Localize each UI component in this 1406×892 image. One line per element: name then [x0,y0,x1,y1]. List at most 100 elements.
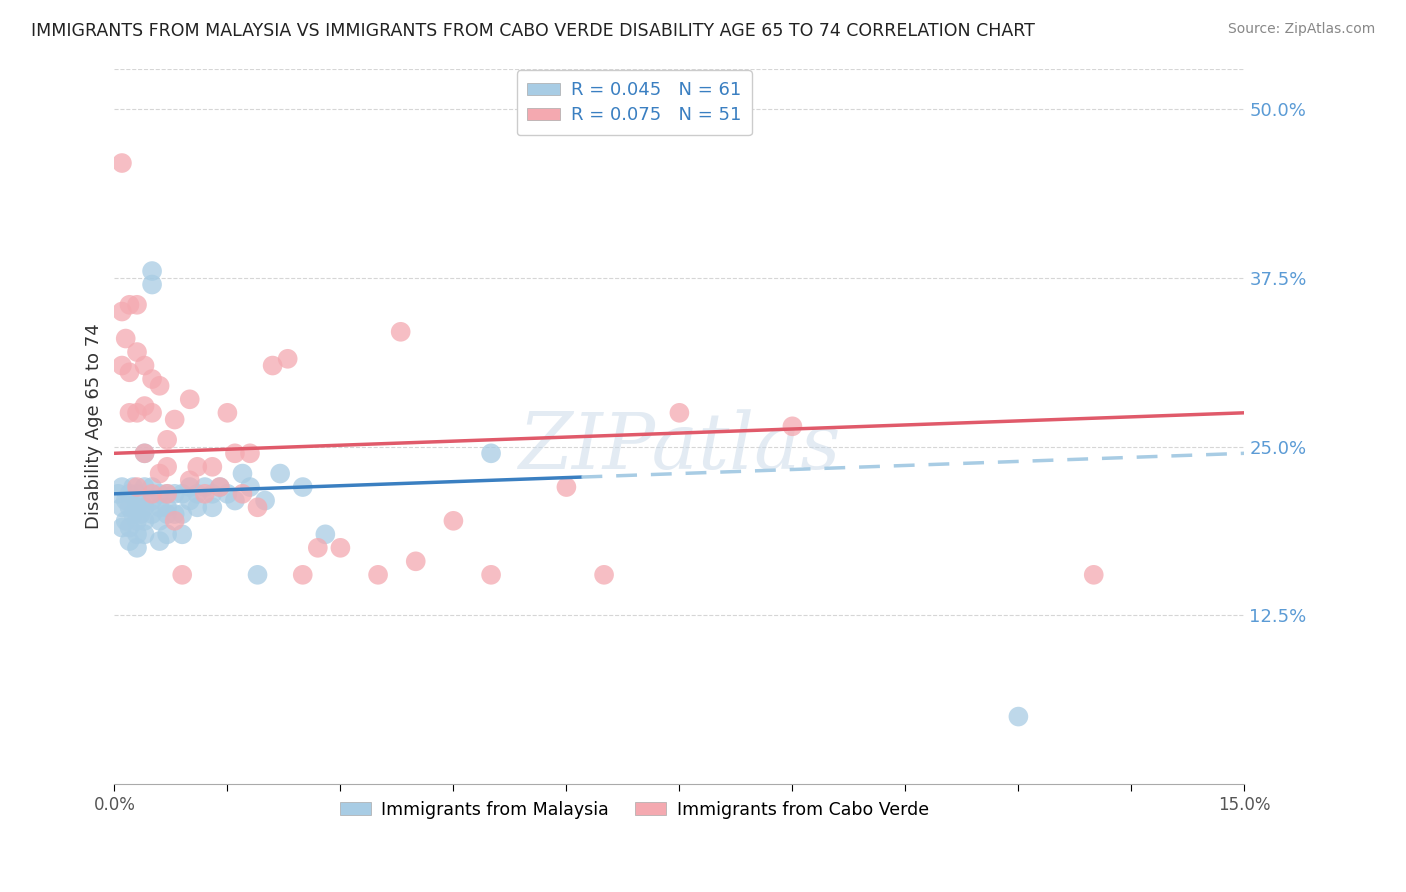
Point [224,493,246,508]
Point [149,514,172,528]
Y-axis label: Disability Age 65 to 74: Disability Age 65 to 74 [86,324,103,529]
Point [125,406,148,420]
Point [269,467,291,481]
Point [114,514,136,528]
Point [163,514,186,528]
Legend: Immigrants from Malaysia, Immigrants from Cabo Verde: Immigrants from Malaysia, Immigrants fro… [333,794,936,825]
Point [555,480,578,494]
Point [186,459,208,474]
Point [111,359,134,373]
Point [179,473,201,487]
Point [141,493,163,508]
Text: IMMIGRANTS FROM MALAYSIA VS IMMIGRANTS FROM CABO VERDE DISABILITY AGE 65 TO 74 C: IMMIGRANTS FROM MALAYSIA VS IMMIGRANTS F… [31,22,1035,40]
Point [246,500,269,515]
Point [179,493,201,508]
Point [307,541,329,555]
Point [239,480,262,494]
Point [129,493,152,508]
Point [262,359,284,373]
Point [217,487,239,501]
Point [141,406,163,420]
Point [291,480,314,494]
Point [186,487,208,501]
Point [118,500,141,515]
Point [149,467,172,481]
Point [201,459,224,474]
Point [134,527,156,541]
Point [231,467,253,481]
Text: ZIPatlas: ZIPatlas [519,409,841,486]
Point [141,264,163,278]
Point [114,493,136,508]
Point [208,480,231,494]
Point [156,527,179,541]
Point [217,406,239,420]
Point [134,359,156,373]
Point [125,345,148,359]
Point [149,534,172,549]
Point [118,406,141,420]
Point [134,514,156,528]
Point [172,527,194,541]
Point [231,487,253,501]
Point [172,507,194,521]
Point [111,520,134,534]
Point [156,433,179,447]
Point [1083,567,1105,582]
Point [125,514,148,528]
Point [129,507,152,521]
Point [163,412,186,426]
Point [114,332,136,346]
Point [125,500,148,515]
Point [389,325,412,339]
Point [172,567,194,582]
Point [246,567,269,582]
Point [118,520,141,534]
Point [314,527,336,541]
Point [156,459,179,474]
Point [134,480,156,494]
Point [479,446,502,460]
Point [118,534,141,549]
Point [441,514,464,528]
Point [134,446,156,460]
Point [141,277,163,292]
Point [179,392,201,407]
Point [201,500,224,515]
Point [134,500,156,515]
Point [224,446,246,460]
Point [134,446,156,460]
Point [163,507,186,521]
Point [291,567,314,582]
Point [111,500,134,515]
Point [254,493,277,508]
Point [125,541,148,555]
Point [156,500,179,515]
Point [125,480,148,494]
Point [118,298,141,312]
Point [141,372,163,386]
Point [208,480,231,494]
Point [125,298,148,312]
Point [111,156,134,170]
Point [141,507,163,521]
Point [194,487,217,501]
Point [134,399,156,413]
Point [141,487,163,501]
Point [194,480,217,494]
Point [107,487,129,501]
Point [111,480,134,494]
Point [149,379,172,393]
Point [593,567,616,582]
Point [201,487,224,501]
Point [239,446,262,460]
Point [668,406,690,420]
Point [118,365,141,379]
Point [367,567,389,582]
Point [118,487,141,501]
Point [156,507,179,521]
Point [125,527,148,541]
Point [186,500,208,515]
Point [125,487,148,501]
Point [172,487,194,501]
